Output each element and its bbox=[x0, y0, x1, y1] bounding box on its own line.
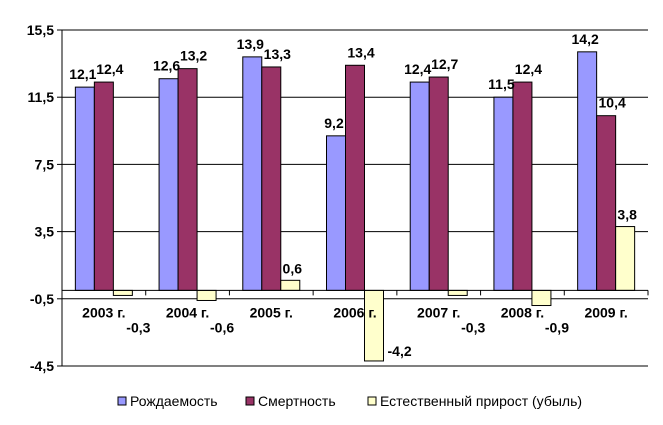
bar bbox=[577, 51, 598, 291]
category-label: 2008 г. bbox=[501, 304, 544, 320]
legend-label: Естественный прирост (убыль) bbox=[380, 393, 582, 409]
bar bbox=[364, 289, 384, 362]
data-label: -0,3 bbox=[461, 319, 485, 335]
y-tick-label: 3,5 bbox=[35, 224, 55, 240]
data-label: 13,4 bbox=[347, 44, 374, 60]
y-tick-label: 11,5 bbox=[28, 89, 55, 105]
data-label: 12,7 bbox=[431, 56, 458, 72]
data-label: 12,1 bbox=[69, 66, 96, 82]
bar bbox=[345, 64, 365, 291]
category-label: 2005 г. bbox=[250, 304, 293, 320]
bar bbox=[242, 56, 263, 291]
bar bbox=[74, 86, 95, 291]
bar bbox=[177, 68, 198, 291]
bar bbox=[428, 76, 449, 291]
y-tick-label: 15,5 bbox=[27, 22, 54, 38]
bar bbox=[596, 115, 617, 291]
bar bbox=[493, 96, 514, 291]
bar bbox=[615, 226, 636, 291]
legend-swatch bbox=[245, 396, 255, 406]
bar bbox=[409, 81, 430, 291]
data-label: 9,2 bbox=[324, 115, 344, 131]
data-label: 12,4 bbox=[515, 61, 542, 77]
data-label: 12,6 bbox=[153, 58, 180, 74]
data-label: -4,2 bbox=[388, 343, 412, 359]
category-label: 2006 г. bbox=[333, 304, 376, 320]
category-label: 2007 г. bbox=[417, 304, 460, 320]
bar bbox=[531, 289, 552, 307]
bar bbox=[326, 135, 346, 291]
data-label: -0,3 bbox=[126, 319, 150, 335]
data-label: 13,3 bbox=[264, 46, 291, 62]
category-label: 2003 г. bbox=[82, 304, 125, 320]
legend-swatch bbox=[117, 396, 127, 406]
bar bbox=[93, 81, 114, 291]
bars bbox=[74, 51, 636, 362]
data-label: 0,6 bbox=[283, 260, 303, 276]
data-label: 10,4 bbox=[599, 95, 626, 111]
bar bbox=[112, 289, 133, 296]
y-tick-label: 7,5 bbox=[35, 156, 55, 172]
bar bbox=[280, 279, 301, 291]
bar bbox=[512, 81, 533, 291]
data-label: 13,2 bbox=[180, 48, 207, 64]
data-label: 11,5 bbox=[488, 76, 515, 92]
category-label: 2004 г. bbox=[166, 304, 209, 320]
data-label: -0,6 bbox=[210, 319, 234, 335]
y-tick-label: -4,5 bbox=[30, 358, 54, 374]
y-tick-label: -0,5 bbox=[30, 291, 54, 307]
legend: Рождаемость Смертность Естественный прирос… bbox=[117, 393, 582, 409]
data-label: -0,9 bbox=[545, 319, 569, 335]
data-label: 3,8 bbox=[617, 207, 637, 223]
legend-label: Смертность bbox=[258, 393, 336, 409]
bar bbox=[196, 289, 217, 301]
legend-swatch bbox=[367, 396, 377, 406]
bar bbox=[447, 289, 468, 296]
data-label: 14,2 bbox=[572, 31, 599, 47]
axes bbox=[57, 29, 649, 367]
legend-label: Рождаемость bbox=[130, 393, 218, 409]
category-label: 2009 г. bbox=[584, 304, 627, 320]
bar bbox=[158, 78, 179, 291]
data-label: 12,4 bbox=[404, 61, 431, 77]
data-label: 13,9 bbox=[237, 36, 264, 52]
bar bbox=[261, 66, 282, 291]
data-label: 12,4 bbox=[96, 61, 123, 77]
labels: -4,5 -0,5 3,5 7,5 11,5 15,5 12,1 12,6 13,9 9,2 12,… bbox=[27, 22, 637, 374]
